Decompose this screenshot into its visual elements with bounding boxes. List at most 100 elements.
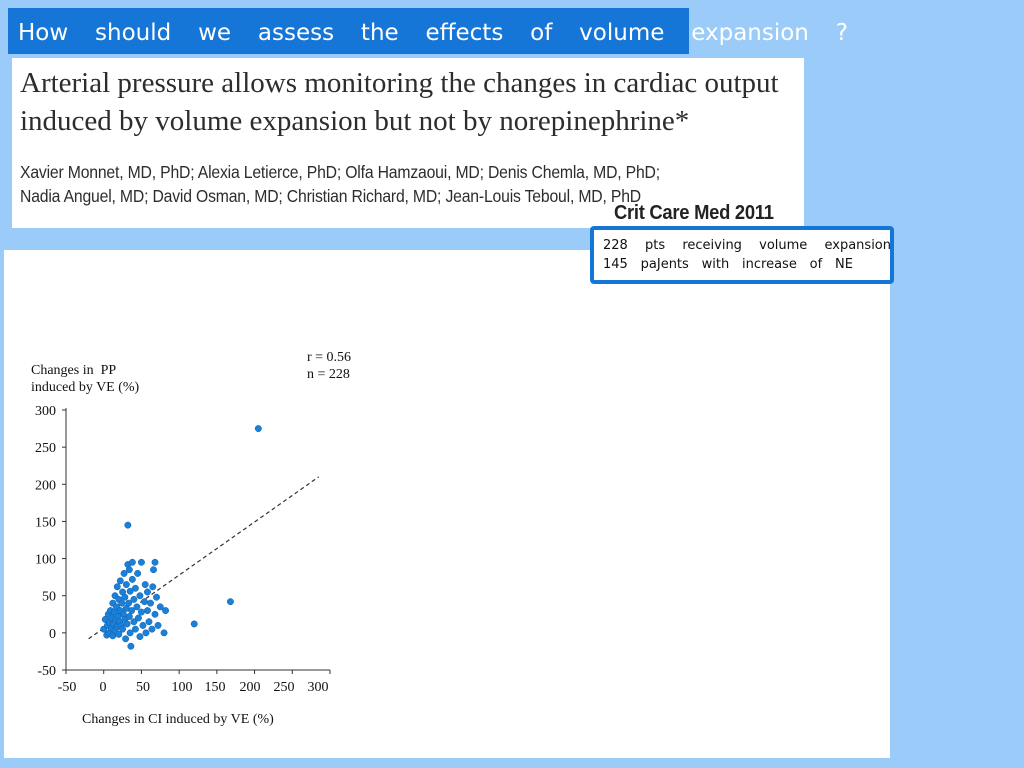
y-tick-label: 100 bbox=[35, 553, 56, 568]
data-point bbox=[126, 629, 134, 637]
title-word: volume bbox=[579, 20, 665, 46]
data-point bbox=[115, 630, 123, 638]
info-word: receiving bbox=[682, 238, 742, 253]
title-word: ? bbox=[835, 20, 848, 46]
data-point bbox=[121, 593, 129, 601]
data-point bbox=[125, 613, 133, 620]
x-tick-label: 300 bbox=[308, 680, 329, 695]
data-point bbox=[254, 425, 262, 433]
slide-title: How should we assess the effects of volu… bbox=[18, 8, 848, 54]
title-word: the bbox=[360, 20, 399, 46]
paper-header-image: Arterial pressure allows monitoring the … bbox=[12, 58, 804, 228]
paper-title-line1: Arterial pressure allows monitoring the … bbox=[20, 67, 779, 99]
data-point bbox=[153, 593, 160, 601]
info-word: with bbox=[701, 257, 730, 272]
data-point bbox=[134, 614, 142, 622]
data-point bbox=[148, 625, 156, 633]
data-point bbox=[160, 629, 168, 637]
data-point bbox=[226, 598, 234, 606]
data-point bbox=[162, 607, 170, 615]
y-tick-label: 300 bbox=[35, 404, 56, 419]
title-word: effects bbox=[425, 20, 504, 46]
title-word: How bbox=[18, 20, 69, 46]
info-word: 145 bbox=[603, 257, 628, 272]
data-point bbox=[128, 575, 136, 583]
info-word: pts bbox=[645, 238, 666, 253]
data-point bbox=[122, 635, 130, 643]
info-word: paJents bbox=[640, 257, 689, 272]
data-point bbox=[128, 558, 136, 566]
x-tick-label: 100 bbox=[172, 680, 193, 695]
data-point bbox=[142, 629, 150, 637]
info-line-2: 145 paJents with increase of NE bbox=[603, 257, 853, 272]
info-word: increase bbox=[742, 257, 797, 272]
info-word: volume bbox=[759, 238, 808, 253]
data-point bbox=[144, 607, 151, 615]
y-tick-label: -50 bbox=[37, 664, 56, 679]
data-point bbox=[147, 599, 154, 607]
data-point bbox=[131, 625, 139, 633]
x-tick-label: 250 bbox=[274, 680, 295, 695]
chart-ticks: 300 250 200 150 100 50 0 -50-50 0 50 100 150 200 250 3… bbox=[35, 404, 331, 695]
x-tick-label: 50 bbox=[136, 680, 150, 695]
data-point bbox=[141, 581, 149, 589]
info-line-1: 228 pts receiving volume expansion bbox=[603, 238, 891, 253]
y-tick-label: 50 bbox=[42, 590, 56, 605]
title-word: we bbox=[198, 20, 232, 46]
data-point bbox=[130, 595, 138, 603]
x-tick-label: -50 bbox=[58, 680, 77, 695]
data-point bbox=[116, 577, 124, 585]
data-point bbox=[137, 558, 145, 566]
paper-authors-line1: Xavier Monnet, MD, PhD; Alexia Letierce,… bbox=[20, 162, 660, 182]
y-tick-label: 0 bbox=[49, 627, 56, 642]
chart-ylabel: Changes in PP induced by VE (%) bbox=[31, 362, 139, 396]
info-word: of bbox=[809, 257, 823, 272]
data-point bbox=[150, 566, 157, 574]
data-point bbox=[144, 588, 151, 596]
trendline bbox=[88, 476, 320, 640]
data-point bbox=[113, 583, 121, 591]
data-point bbox=[131, 584, 139, 592]
data-point bbox=[126, 587, 134, 595]
chart-annotation-r: r = 0.56 bbox=[307, 350, 352, 365]
data-point bbox=[130, 618, 138, 626]
title-word: should bbox=[95, 20, 172, 46]
title-word: assess bbox=[257, 20, 335, 46]
title-bar bbox=[8, 8, 689, 54]
data-point bbox=[123, 620, 131, 628]
data-point bbox=[151, 610, 159, 618]
chart-axes bbox=[65, 408, 330, 671]
data-point bbox=[149, 583, 157, 591]
data-point bbox=[154, 621, 162, 629]
paper-authors-line2: Nadia Anguel, MD; David Osman, MD; Chris… bbox=[20, 186, 641, 206]
data-point bbox=[127, 642, 135, 650]
data-point bbox=[136, 592, 144, 600]
data-point bbox=[120, 569, 128, 577]
data-point bbox=[125, 566, 133, 574]
data-point bbox=[122, 581, 130, 589]
data-point bbox=[125, 599, 133, 607]
data-point bbox=[139, 621, 147, 629]
chart-points bbox=[100, 425, 262, 650]
title-word: of bbox=[530, 20, 553, 46]
chart-ylabel-line1: Changes in PP bbox=[31, 363, 117, 378]
paper-authors: Xavier Monnet, MD, PhD; Alexia Letierce,… bbox=[20, 160, 660, 208]
chart-ylabel-line2: induced by VE (%) bbox=[31, 380, 140, 395]
x-tick-label: 200 bbox=[240, 680, 261, 695]
info-word: expansion bbox=[824, 238, 892, 253]
data-point bbox=[133, 603, 141, 611]
data-point bbox=[118, 599, 126, 607]
data-point bbox=[137, 608, 145, 616]
info-word: NE bbox=[834, 257, 853, 272]
title-word: expansion bbox=[691, 20, 809, 46]
data-point bbox=[140, 598, 148, 606]
data-point bbox=[128, 607, 136, 615]
paper-title-line2: induced by volume expansion but not by n… bbox=[20, 105, 690, 137]
y-tick-label: 150 bbox=[35, 515, 56, 530]
info-word: 228 bbox=[603, 238, 628, 253]
info-box: 228 pts receiving volume expansion 145 p… bbox=[590, 226, 894, 284]
data-point bbox=[156, 603, 164, 611]
y-tick-label: 250 bbox=[35, 441, 56, 456]
data-point bbox=[124, 521, 132, 529]
y-tick-label: 200 bbox=[35, 478, 56, 493]
